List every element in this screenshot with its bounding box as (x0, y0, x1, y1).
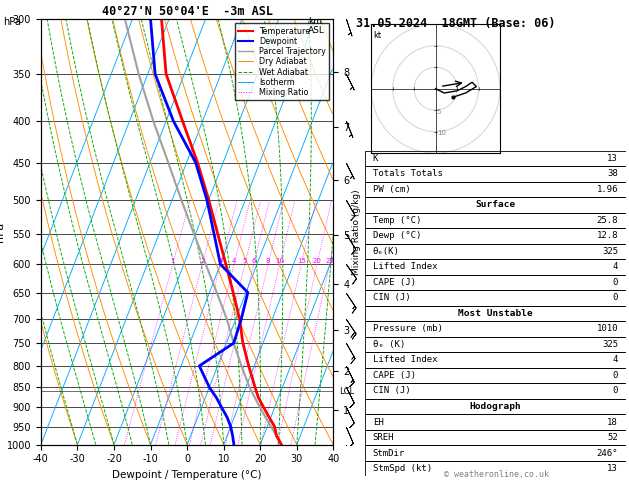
Text: 20: 20 (313, 258, 321, 264)
Text: 5: 5 (243, 258, 247, 264)
Text: 0: 0 (613, 386, 618, 396)
Text: EH: EH (372, 417, 384, 427)
Text: 12.8: 12.8 (596, 231, 618, 241)
Text: CAPE (J): CAPE (J) (372, 278, 416, 287)
Text: 15: 15 (297, 258, 306, 264)
Text: 3: 3 (218, 258, 223, 264)
Text: kt: kt (374, 31, 381, 40)
Bar (365, 197, 626, 213)
Bar (365, 243, 626, 259)
Bar (365, 461, 626, 476)
X-axis label: Dewpoint / Temperature (°C): Dewpoint / Temperature (°C) (113, 470, 262, 480)
Bar (365, 306, 626, 321)
Text: LCL: LCL (339, 387, 354, 396)
Bar (365, 213, 626, 228)
Text: 2: 2 (200, 258, 204, 264)
Bar (365, 337, 626, 352)
Text: Lifted Index: Lifted Index (372, 355, 437, 364)
Text: CIN (J): CIN (J) (372, 294, 410, 302)
Bar (365, 352, 626, 368)
Bar (365, 368, 626, 383)
Text: StmSpd (kt): StmSpd (kt) (372, 464, 431, 473)
Bar (365, 383, 626, 399)
Text: Most Unstable: Most Unstable (458, 309, 533, 318)
Text: θₑ (K): θₑ (K) (372, 340, 405, 349)
Text: 1: 1 (170, 258, 175, 264)
Text: 4: 4 (613, 262, 618, 272)
Text: 325: 325 (602, 247, 618, 256)
Bar (365, 259, 626, 275)
Text: 18: 18 (607, 417, 618, 427)
Bar (365, 290, 626, 306)
Text: 10: 10 (437, 130, 446, 136)
Text: θₑ(K): θₑ(K) (372, 247, 399, 256)
Text: Pressure (mb): Pressure (mb) (372, 325, 443, 333)
Text: 246°: 246° (596, 449, 618, 457)
Text: Surface: Surface (476, 200, 515, 209)
Text: 38: 38 (607, 170, 618, 178)
Legend: Temperature, Dewpoint, Parcel Trajectory, Dry Adiabat, Wet Adiabat, Isotherm, Mi: Temperature, Dewpoint, Parcel Trajectory… (235, 23, 330, 100)
Bar (365, 445, 626, 461)
Text: Temp (°C): Temp (°C) (372, 216, 421, 225)
Text: 1010: 1010 (596, 325, 618, 333)
Text: SREH: SREH (372, 433, 394, 442)
Text: Hodograph: Hodograph (469, 402, 521, 411)
Text: 10: 10 (275, 258, 284, 264)
Text: hPa: hPa (3, 17, 21, 27)
Bar (365, 414, 626, 430)
Y-axis label: hPa: hPa (0, 222, 5, 242)
Text: 0: 0 (613, 294, 618, 302)
Text: 325: 325 (602, 340, 618, 349)
Text: Dewp (°C): Dewp (°C) (372, 231, 421, 241)
Text: Totals Totals: Totals Totals (372, 170, 443, 178)
Y-axis label: Mixing Ratio (g/kg): Mixing Ratio (g/kg) (352, 189, 361, 275)
Bar (365, 182, 626, 197)
Text: PW (cm): PW (cm) (372, 185, 410, 194)
Text: 0: 0 (613, 278, 618, 287)
Text: 25: 25 (325, 258, 334, 264)
Bar (365, 166, 626, 182)
Bar (365, 151, 626, 166)
Text: 31.05.2024  18GMT (Base: 06): 31.05.2024 18GMT (Base: 06) (356, 17, 556, 30)
Bar (365, 430, 626, 445)
Text: km
ASL: km ASL (308, 17, 325, 35)
Text: 6: 6 (252, 258, 256, 264)
Bar (365, 228, 626, 243)
Bar (365, 399, 626, 414)
Text: 52: 52 (607, 433, 618, 442)
Text: 8: 8 (266, 258, 270, 264)
Text: 4: 4 (613, 355, 618, 364)
Text: Lifted Index: Lifted Index (372, 262, 437, 272)
Text: CAPE (J): CAPE (J) (372, 371, 416, 380)
Text: 4: 4 (232, 258, 237, 264)
Bar (365, 321, 626, 337)
Text: CIN (J): CIN (J) (372, 386, 410, 396)
Text: StmDir: StmDir (372, 449, 405, 457)
Text: 13: 13 (607, 464, 618, 473)
Title: 40°27'N 50°04'E  -3m ASL: 40°27'N 50°04'E -3m ASL (102, 5, 272, 18)
Text: 25.8: 25.8 (596, 216, 618, 225)
Text: 5: 5 (437, 108, 442, 115)
Text: 13: 13 (607, 154, 618, 163)
Text: © weatheronline.co.uk: © weatheronline.co.uk (445, 469, 549, 479)
Text: K: K (372, 154, 378, 163)
Text: 1.96: 1.96 (596, 185, 618, 194)
Text: 0: 0 (613, 371, 618, 380)
Bar (365, 275, 626, 290)
